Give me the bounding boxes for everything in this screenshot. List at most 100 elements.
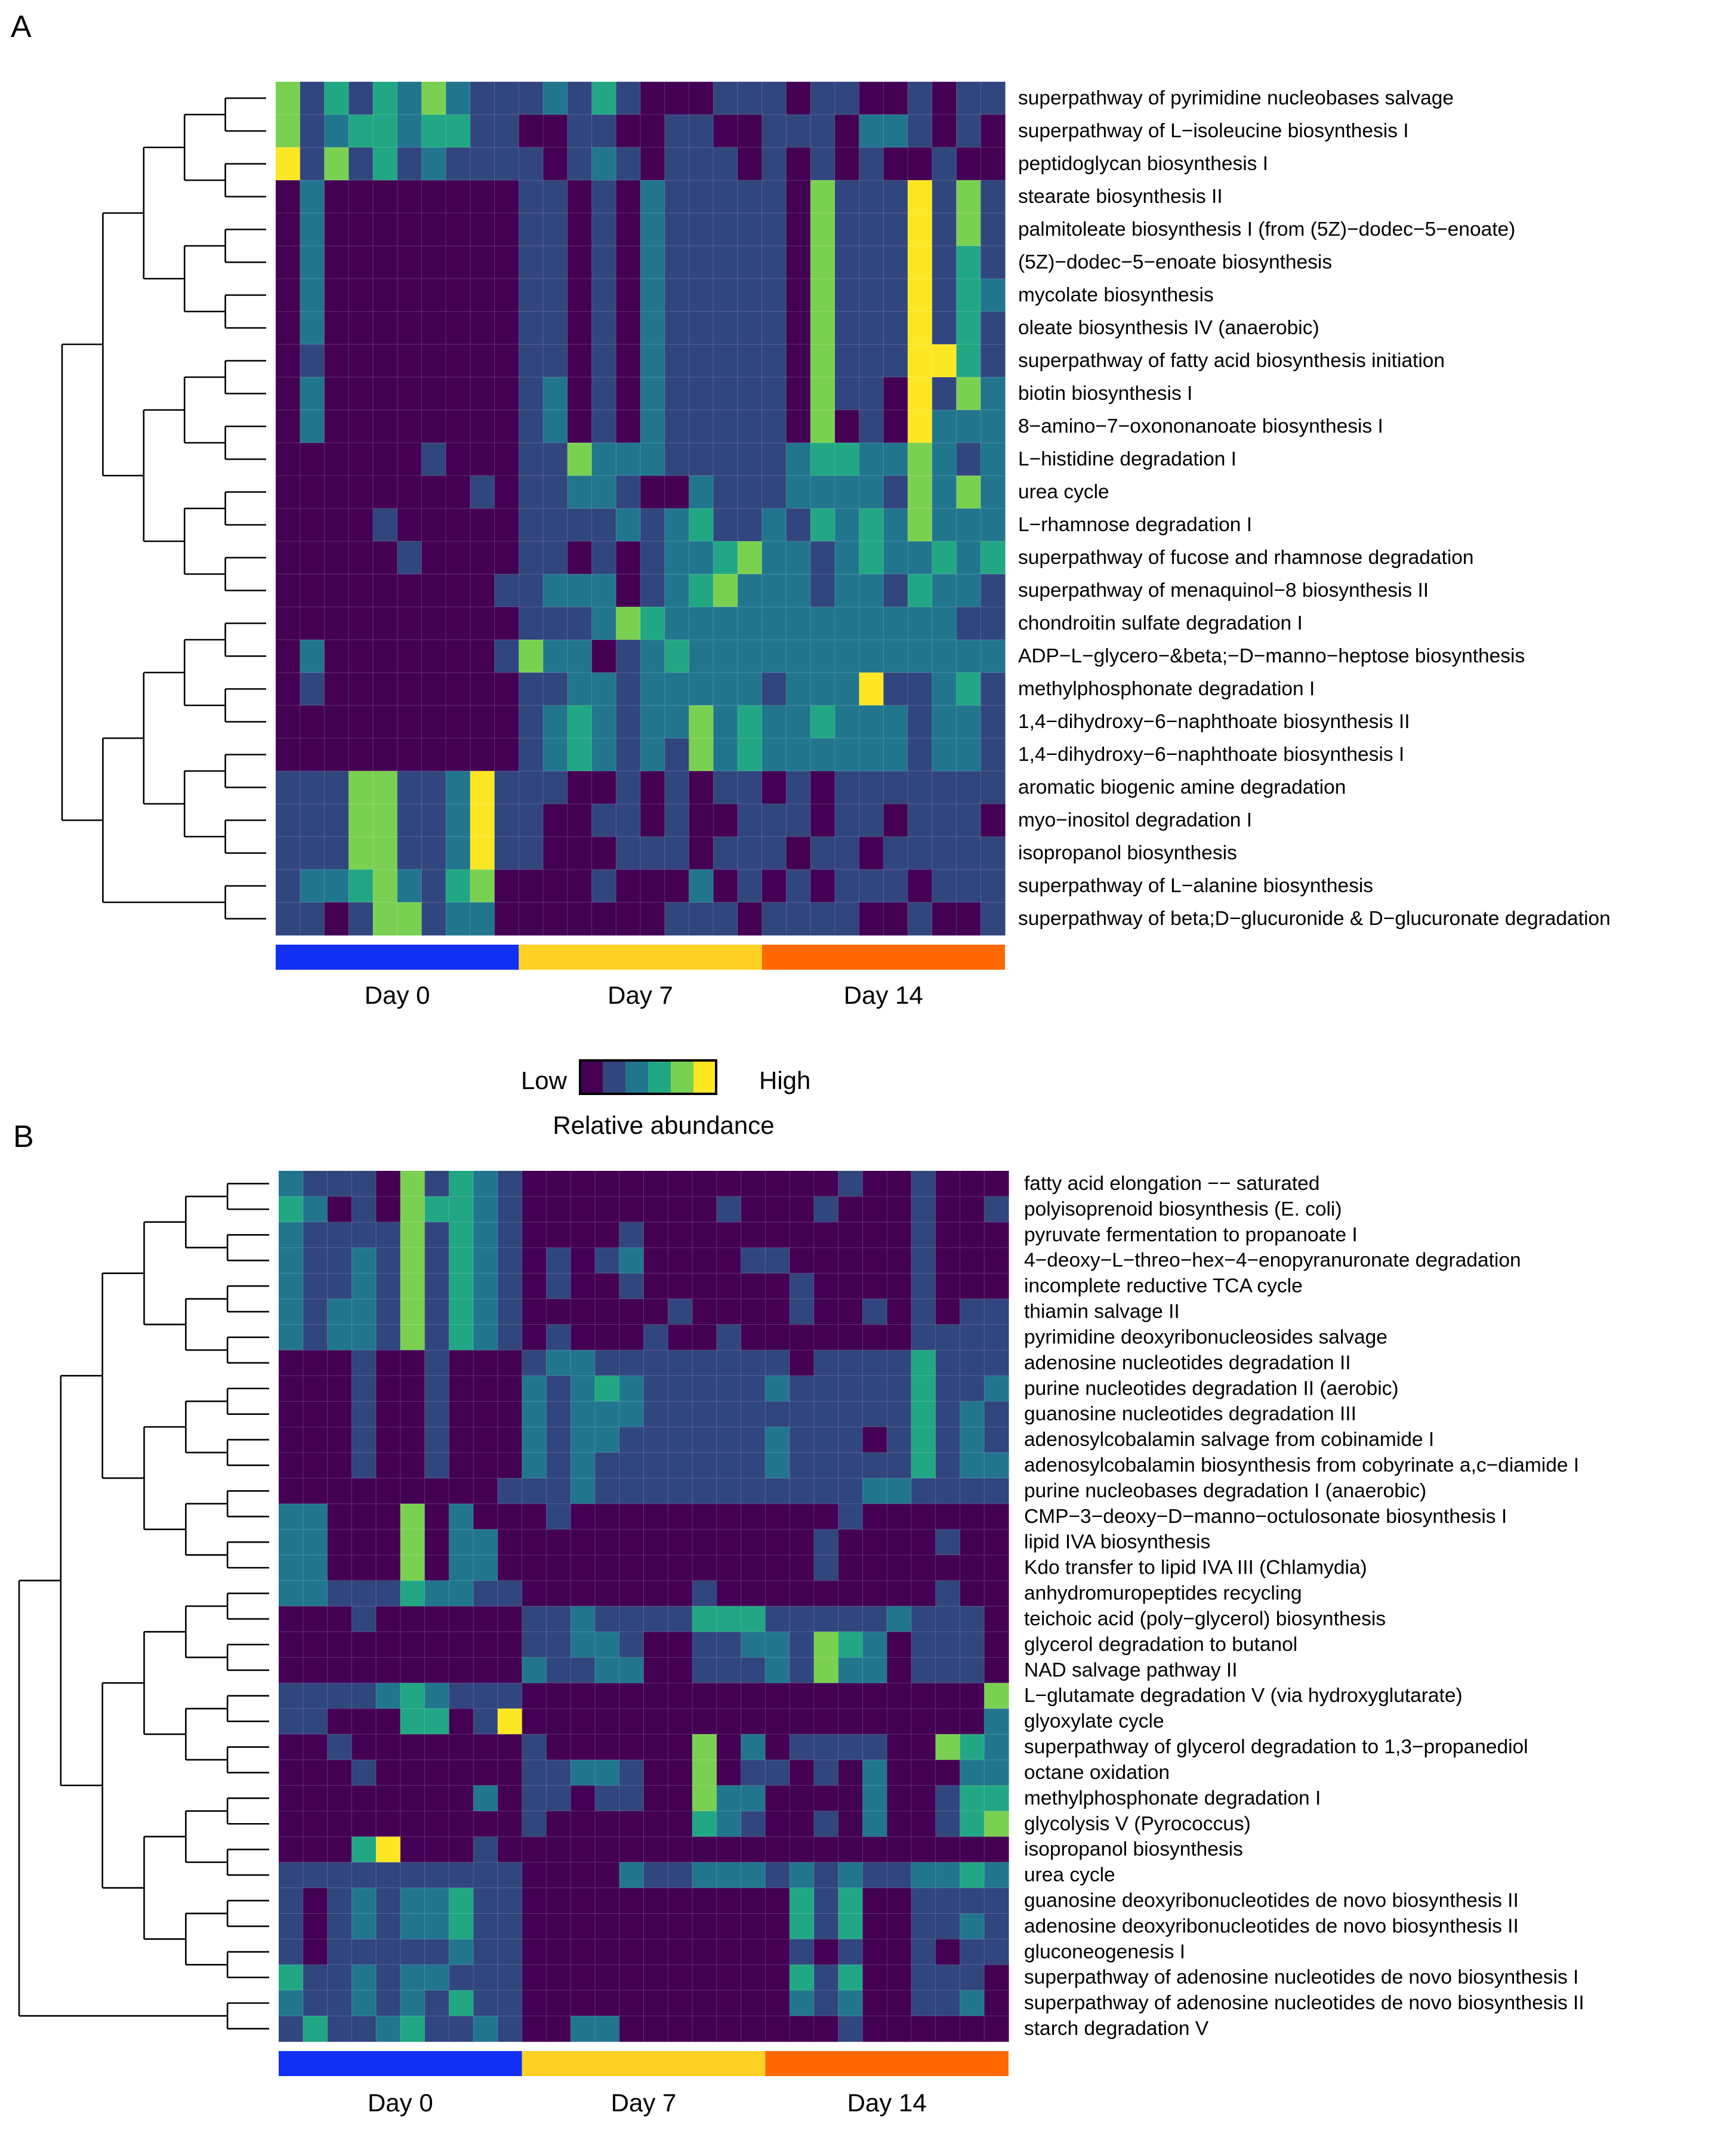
panel-b-row-label: fatty acid elongation −− saturated <box>1024 1173 1319 1195</box>
panel-a-heatmap-cell <box>397 82 422 115</box>
panel-b-heatmap-cell <box>497 1862 523 1889</box>
panel-a-heatmap-cell <box>980 640 1006 673</box>
panel-b-heatmap-cell <box>351 1683 377 1709</box>
panel-b-heatmap-cell <box>741 1324 766 1350</box>
panel-a-heatmap-cell <box>664 804 690 837</box>
panel-b-group-label: Day 7 <box>611 2089 677 2117</box>
panel-b-heatmap-cell <box>400 1555 425 1581</box>
panel-b-heatmap-cell <box>522 1580 547 1607</box>
panel-b-heatmap-cell <box>449 1350 474 1376</box>
panel-a-heatmap-cell <box>810 607 835 640</box>
panel-b-heatmap-cell <box>619 1503 645 1530</box>
panel-b-heatmap-cell <box>400 1939 425 1965</box>
panel-a-heatmap-cell <box>324 410 349 443</box>
panel-b-heatmap-cell <box>935 1811 961 1837</box>
panel-a-heatmap-cell <box>372 837 398 870</box>
panel-a-heatmap-cell <box>591 837 616 870</box>
panel-a-heatmap-cell <box>616 771 641 804</box>
panel-b-heatmap-cell <box>716 1555 742 1581</box>
panel-b-heatmap-cell <box>522 1324 547 1350</box>
panel-b-heatmap-cell <box>643 1503 668 1530</box>
panel-a-heatmap-cell <box>324 377 349 411</box>
panel-b-heatmap-cell <box>522 1427 547 1453</box>
panel-a-heatmap-cell <box>324 246 349 279</box>
panel-b-heatmap-cell <box>571 1401 596 1427</box>
panel-b-heatmap-cell <box>279 1862 304 1889</box>
panel-a-heatmap-cell <box>276 804 301 837</box>
panel-b-heatmap-cell <box>984 1376 1009 1402</box>
panel-a-heatmap-cell <box>713 640 738 673</box>
panel-a-heatmap-cell <box>664 279 690 312</box>
panel-b-heatmap-cell <box>813 1529 839 1556</box>
panel-b-heatmap-cell <box>813 1376 839 1402</box>
panel-b-heatmap-cell <box>911 1990 936 2016</box>
panel-a-heatmap-cell <box>640 312 665 345</box>
panel-b-heatmap-cell <box>546 1324 571 1350</box>
panel-a-heatmap-cell <box>640 115 665 148</box>
panel-b-heatmap-cell <box>619 1759 645 1786</box>
panel-b-heatmap-cell <box>668 1222 693 1248</box>
panel-a-heatmap-cell <box>567 344 593 378</box>
panel-a-heatmap-cell <box>421 344 446 378</box>
panel-a-heatmap-cell <box>956 180 981 214</box>
panel-b-dendrogram-branch <box>185 1605 228 1658</box>
panel-a-heatmap-cell <box>980 147 1006 181</box>
panel-b-heatmap-cell <box>887 1350 912 1376</box>
panel-a-heatmap-cell <box>834 344 860 378</box>
panel-a-heatmap-cell <box>421 837 446 870</box>
panel-a-heatmap-cell <box>761 902 787 936</box>
panel-a-heatmap-cell <box>834 673 860 706</box>
panel-a-heatmap-cell <box>349 246 374 279</box>
panel-a-heatmap-cell <box>591 82 616 115</box>
panel-a-heatmap-cell <box>519 771 544 804</box>
panel-b-heatmap-cell <box>571 1376 596 1402</box>
panel-b-heatmap-cell <box>594 1427 620 1453</box>
panel-a-dendrogram-branch <box>183 507 226 575</box>
panel-b-heatmap-cell <box>960 1401 985 1427</box>
panel-b-heatmap-cell <box>303 1452 328 1479</box>
panel-a-heatmap-cell <box>689 673 714 706</box>
panel-b-row-label: guanosine nucleotides degradation III <box>1024 1403 1356 1425</box>
panel-b-letter: B <box>13 1120 34 1154</box>
panel-a-heatmap-cell <box>591 673 616 706</box>
panel-b-heatmap-cell <box>887 1299 912 1325</box>
panel-a-heatmap-cell <box>689 607 714 640</box>
panel-a-heatmap-cell <box>300 344 325 378</box>
panel-a-heatmap-cell <box>786 607 811 640</box>
panel-b-heatmap-cell <box>643 1247 668 1274</box>
panel-a-heatmap-cell <box>859 410 884 443</box>
panel-b-row-label: pyruvate fermentation to propanoate I <box>1024 1224 1358 1246</box>
panel-b-heatmap-cell <box>887 1376 912 1402</box>
panel-b-heatmap-cell <box>449 1734 474 1760</box>
panel-b-heatmap-cell <box>790 1785 815 1812</box>
panel-b-heatmap-cell <box>911 1965 936 1991</box>
panel-a-heatmap-cell <box>810 115 835 148</box>
panel-b-row-label: guanosine deoxyribonucleotides de novo b… <box>1024 1889 1519 1911</box>
panel-a-heatmap-cell <box>349 279 374 312</box>
panel-b-heatmap-cell <box>790 1555 815 1581</box>
panel-b-heatmap-cell <box>522 1888 547 1914</box>
panel-a-heatmap-cell <box>834 377 860 411</box>
panel-b-heatmap-cell <box>838 1990 863 2016</box>
panel-a-heatmap-cell <box>324 147 349 181</box>
panel-a-heatmap-cell <box>761 246 787 279</box>
panel-b-heatmap-cell <box>351 1913 377 1939</box>
panel-b-heatmap-cell <box>643 1222 668 1248</box>
panel-b-heatmap-cell <box>279 1913 304 1939</box>
panel-a-heatmap-cell <box>956 640 981 673</box>
panel-b-heatmap-cell <box>984 1913 1009 1939</box>
panel-b-heatmap-cell <box>351 2016 377 2042</box>
panel-a-heatmap-cell <box>737 541 763 575</box>
panel-b-heatmap-cell <box>303 1555 328 1581</box>
panel-a-letter: A <box>11 10 32 44</box>
panel-a-heatmap-cell <box>446 673 471 706</box>
panel-a-heatmap-cell <box>543 213 568 246</box>
panel-b-heatmap-cell <box>765 1478 790 1504</box>
panel-b-heatmap-cell <box>790 1324 815 1350</box>
panel-a-heatmap-cell <box>737 869 763 903</box>
panel-b-heatmap-cell <box>960 2016 985 2042</box>
panel-b-heatmap-cell <box>279 1785 304 1812</box>
panel-b-heatmap-cell <box>984 1299 1009 1325</box>
panel-a-heatmap-cell <box>446 312 471 345</box>
panel-a-heatmap-cell <box>397 443 422 476</box>
